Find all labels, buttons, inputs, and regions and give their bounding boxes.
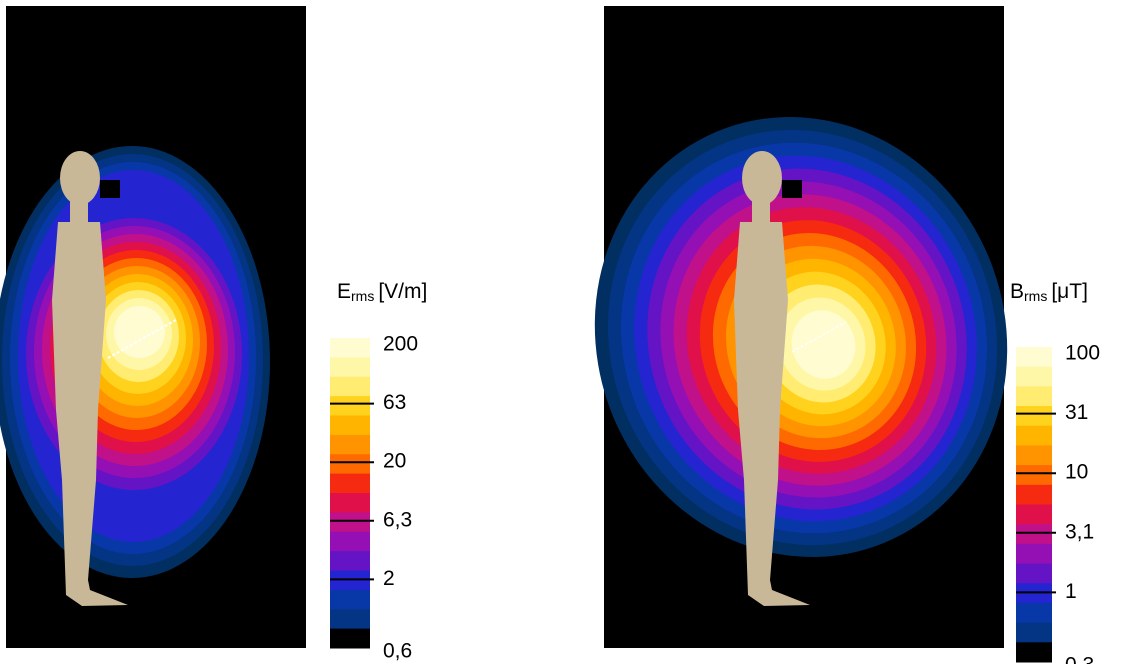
colorbar-band <box>1016 425 1052 446</box>
colorbar-label: 3,1 <box>1065 520 1094 543</box>
eye-mask <box>100 180 120 198</box>
colorbar-band <box>330 493 370 513</box>
field-contour <box>791 310 856 379</box>
colorbar-band <box>1016 445 1052 466</box>
human-head <box>742 151 782 205</box>
colorbar-band <box>1016 642 1052 663</box>
colorbar-band <box>330 589 370 610</box>
field-contour <box>114 306 165 358</box>
eye-mask <box>782 180 802 198</box>
colorbar-band <box>330 376 370 397</box>
colorbar-band <box>330 570 370 591</box>
human-body <box>734 222 810 606</box>
colorbar-band <box>330 609 370 630</box>
colorbar-band <box>1016 622 1052 643</box>
legend-title: Erms [V/m] <box>337 280 427 304</box>
colorbar-label: 100 <box>1065 342 1100 365</box>
colorbar-band <box>1016 524 1052 545</box>
colorbar-band <box>1016 386 1052 407</box>
colorbar-band <box>330 473 370 494</box>
colorbar-label: 63 <box>383 391 406 414</box>
colorbar-label: 2 <box>383 567 395 590</box>
colorbar-band <box>330 415 370 436</box>
colorbar-band <box>1016 406 1052 427</box>
colorbar-band <box>330 454 370 475</box>
human-body <box>52 222 128 606</box>
colorbar-band <box>330 512 370 533</box>
human-head <box>60 151 100 205</box>
colorbar-label: 0,6 <box>383 640 412 663</box>
colorbar-label: 10 <box>1065 461 1088 484</box>
colorbar-label: 0,3 <box>1065 654 1094 664</box>
colorbar-band <box>330 531 370 552</box>
colorbar-label: 200 <box>383 333 418 356</box>
colorbar-band <box>1016 543 1052 565</box>
colorbar-band <box>330 357 370 378</box>
colorbar-label: 6,3 <box>383 508 412 531</box>
colorbar-label: 1 <box>1065 580 1077 603</box>
colorbar-band <box>1016 347 1052 368</box>
probe <box>107 319 177 359</box>
colorbar-band <box>1016 563 1052 584</box>
colorbar-band <box>1016 366 1052 387</box>
human-neck <box>752 200 770 222</box>
colorbar-label: 20 <box>383 450 406 473</box>
colorbar-band <box>330 396 370 416</box>
colorbar-band <box>1016 465 1052 486</box>
colorbar-band <box>330 338 370 358</box>
probe <box>791 321 847 353</box>
colorbar-label: 31 <box>1065 401 1088 424</box>
colorbar-band <box>1016 484 1052 505</box>
colorbar-band <box>1016 504 1052 525</box>
legend-title: Brms [μT] <box>1010 280 1088 304</box>
colorbar-band <box>330 551 370 571</box>
colorbar-band <box>330 628 370 649</box>
colorbar-band <box>1016 602 1052 624</box>
colorbar-band <box>330 434 370 455</box>
human-neck <box>70 200 88 222</box>
